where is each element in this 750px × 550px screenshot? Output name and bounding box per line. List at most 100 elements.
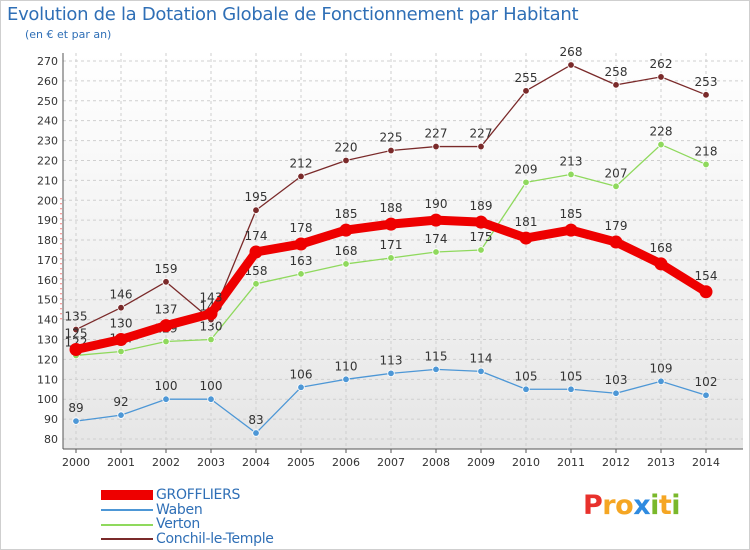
data-label-conchil-le-temple: 220 [335,140,358,154]
y-tick-label: 210 [37,174,58,187]
data-point-waben [477,367,485,376]
y-tick-label: 130 [37,334,58,347]
data-label-waben: 102 [695,375,718,389]
data-point-conchil-le-temple [477,142,485,151]
data-label-conchil-le-temple: 195 [245,190,268,204]
data-point-groffliers [519,231,533,245]
data-label-conchil-le-temple: 227 [425,127,448,141]
data-point-groffliers [249,245,263,259]
data-point-waben [522,385,530,393]
x-tick-label: 2005 [287,456,315,469]
legend-swatch-conchil-le-temple [101,538,153,541]
data-point-waben [72,417,80,425]
data-label-conchil-le-temple: 135 [65,310,88,324]
data-label-verton: 174 [425,232,448,246]
data-label-verton: 213 [560,154,583,168]
y-tick-label: 150 [37,294,58,307]
data-label-conchil-le-temple: 159 [155,262,178,276]
data-label-groffliers: 181 [515,215,538,229]
data-point-verton [477,246,485,254]
data-point-conchil-le-temple [72,325,80,334]
x-tick-label: 2011 [557,456,585,469]
x-tick-label: 2009 [467,456,495,469]
x-tick-label: 2014 [692,456,720,469]
data-label-groffliers: 168 [650,241,673,255]
data-label-groffliers: 179 [605,219,628,233]
data-point-waben [342,375,350,384]
data-point-waben [432,365,440,374]
data-point-verton [702,160,710,169]
brand-letter: i [671,490,681,521]
brand-letter: x [633,490,651,521]
data-point-groffliers [114,333,128,347]
x-tick-label: 2013 [647,456,675,469]
chart-subtitle: (en € et par an) [25,28,112,41]
data-point-conchil-le-temple [657,73,665,81]
data-point-waben [612,389,620,397]
data-point-verton [342,260,350,268]
data-label-verton: 209 [515,162,538,176]
data-label-waben: 105 [560,369,583,383]
data-label-groffliers: 190 [425,197,448,211]
data-label-conchil-le-temple: 227 [470,127,493,141]
data-point-conchil-le-temple [342,156,350,165]
data-label-conchil-le-temple: 258 [605,65,628,79]
data-point-verton [567,170,575,179]
data-label-conchil-le-temple: 268 [560,45,583,59]
data-point-waben [297,383,305,391]
chart-title: Evolution de la Dotation Globale de Fonc… [7,4,579,25]
y-tick-label: 240 [37,115,58,128]
data-label-waben: 92 [113,395,128,409]
data-point-conchil-le-temple [252,206,260,214]
y-tick-label: 260 [37,75,58,88]
y-tick-label: 270 [37,55,58,68]
x-tick-label: 2003 [197,456,225,469]
x-tick-label: 2002 [152,456,180,469]
brand-letter: P [583,490,603,521]
data-point-verton [612,182,620,191]
data-point-conchil-le-temple [297,172,305,181]
brand-logo: Proxiti [583,490,681,521]
y-tick-label: 190 [37,214,58,227]
data-point-verton [387,254,395,262]
data-label-verton: 218 [695,144,718,158]
brand-letter: i [650,490,659,521]
data-point-waben [207,395,215,403]
data-label-waben: 113 [380,353,403,367]
data-point-verton [117,347,125,356]
data-point-waben [117,411,125,419]
data-label-conchil-le-temple: 262 [650,57,673,71]
data-label-groffliers: 188 [380,201,403,215]
data-point-verton [657,140,665,149]
data-label-groffliers: 154 [695,269,718,283]
data-point-waben [387,369,395,378]
data-point-groffliers [474,215,488,229]
data-point-conchil-le-temple [567,61,575,69]
data-point-waben [162,395,170,403]
data-label-waben: 100 [200,379,223,393]
data-label-waben: 103 [605,373,628,387]
data-label-waben: 89 [68,401,83,415]
data-point-groffliers [159,319,173,333]
brand-letter: o [615,490,634,521]
x-tick-label: 2008 [422,456,450,469]
data-point-groffliers [699,285,713,299]
x-tick-label: 2010 [512,456,540,469]
x-tick-label: 2004 [242,456,270,469]
data-point-conchil-le-temple [702,91,710,99]
y-tick-label: 100 [37,393,58,406]
data-point-waben [567,385,575,393]
brand-letter: r [602,490,616,521]
data-point-groffliers [654,257,668,271]
data-point-waben [702,391,710,399]
data-label-groffliers: 130 [110,317,133,331]
y-tick-label: 160 [37,274,58,287]
data-point-groffliers [564,223,578,237]
data-point-conchil-le-temple [612,81,620,89]
data-label-conchil-le-temple: 146 [110,288,133,302]
data-point-groffliers [384,217,398,231]
x-tick-label: 2001 [107,456,135,469]
legend-label-verton: Verton [156,516,200,533]
data-label-groffliers: 189 [470,199,493,213]
